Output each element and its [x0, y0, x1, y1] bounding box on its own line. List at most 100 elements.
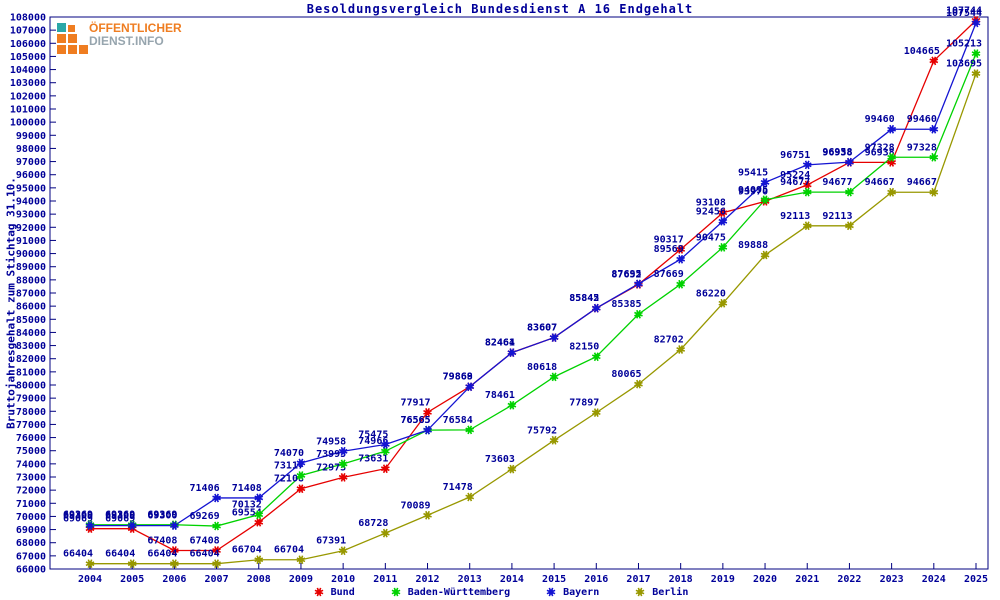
data-point-label: 69300	[147, 511, 177, 522]
logo-text: ÖFFENTLICHER DIENST.INFO	[89, 22, 182, 48]
y-tick-label: 88000	[16, 275, 46, 286]
x-tick-label: 2004	[78, 574, 102, 585]
data-point-label: 78461	[485, 390, 515, 401]
data-point	[760, 250, 770, 260]
data-point-label: 104665	[904, 46, 940, 57]
data-point-label: 82150	[569, 342, 599, 353]
legend-item-berlin: Berlin	[633, 586, 688, 598]
y-tick-label: 84000	[16, 328, 46, 339]
data-point-label: 107744	[946, 5, 982, 16]
data-point-label: 69369	[147, 510, 177, 521]
legend-item-bund: Bund	[312, 586, 355, 598]
y-tick-label: 80000	[16, 381, 46, 392]
data-point-label: 66404	[190, 549, 220, 560]
y-tick-label: 105000	[10, 52, 46, 63]
data-point-label: 74958	[316, 436, 346, 447]
y-tick-label: 104000	[10, 65, 46, 76]
y-tick-label: 106000	[10, 39, 46, 50]
y-tick-label: 90000	[16, 249, 46, 260]
data-point-label: 83607	[527, 323, 557, 334]
y-tick-label: 102000	[10, 91, 46, 102]
data-point-label: 69554	[232, 507, 262, 518]
y-tick-label: 71000	[16, 499, 46, 510]
data-point-label: 76584	[443, 415, 473, 426]
y-tick-label: 98000	[16, 144, 46, 155]
data-point-label: 73603	[485, 454, 515, 465]
y-tick-label: 70000	[16, 512, 46, 523]
data-point	[423, 510, 432, 520]
data-point	[802, 221, 812, 231]
data-point	[634, 279, 643, 289]
data-point-label: 69369	[63, 510, 93, 521]
data-point	[380, 440, 390, 449]
data-point	[929, 152, 939, 162]
legend-label: Bund	[330, 586, 355, 598]
data-point	[212, 493, 221, 503]
data-point	[296, 484, 306, 494]
y-tick-label: 66000	[16, 565, 46, 576]
data-point	[296, 458, 306, 468]
data-point	[676, 245, 686, 254]
data-point-label: 97328	[907, 142, 937, 153]
data-point	[254, 517, 264, 527]
data-point-label: 87669	[654, 269, 684, 280]
y-tick-label: 72000	[16, 486, 46, 497]
data-point	[549, 372, 559, 382]
y-tick-label: 92000	[16, 223, 46, 234]
x-tick-label: 2025	[964, 574, 988, 585]
data-point-label: 74070	[274, 448, 304, 459]
y-tick-label: 78000	[16, 407, 46, 418]
data-point-label: 85385	[611, 299, 641, 310]
legend-marker-icon	[391, 587, 401, 597]
y-tick-label: 99000	[16, 131, 46, 142]
data-point-label: 96751	[780, 150, 810, 161]
y-tick-label: 69000	[16, 525, 46, 536]
x-tick-label: 2014	[500, 574, 524, 585]
data-point-label: 96938	[865, 147, 895, 158]
data-point	[845, 157, 854, 167]
y-tick-label: 95000	[16, 183, 46, 194]
data-point-label: 89569	[654, 244, 684, 255]
series-line-bayern	[90, 22, 977, 527]
y-tick-label: 76000	[16, 433, 46, 444]
data-point-label: 82464	[485, 338, 515, 349]
data-point-label: 79869	[443, 372, 473, 383]
data-point-label: 73631	[358, 454, 388, 465]
data-point-marker	[391, 587, 401, 597]
data-point-label: 90475	[696, 232, 726, 243]
legend-item-bayern: Bayern	[544, 586, 599, 598]
data-point-label: 69069	[63, 514, 93, 525]
data-point	[170, 546, 179, 555]
data-point-label: 76565	[400, 415, 430, 426]
data-point	[591, 352, 601, 362]
data-point-label: 92113	[780, 211, 810, 222]
data-point-label: 87695	[611, 269, 641, 280]
x-tick-label: 2020	[753, 574, 777, 585]
data-point-label: 99460	[907, 114, 937, 125]
data-point-label: 71478	[443, 482, 473, 493]
x-tick-label: 2008	[247, 574, 271, 585]
data-point-label: 94677	[822, 177, 852, 188]
y-tick-label: 107000	[10, 26, 46, 37]
data-point	[760, 195, 770, 205]
data-point	[507, 400, 517, 410]
data-point-label: 105213	[946, 39, 982, 50]
y-tick-label: 93000	[16, 210, 46, 221]
data-point-label: 103695	[946, 59, 982, 70]
y-tick-label: 83000	[16, 341, 46, 352]
data-point-label: 73117	[274, 460, 304, 471]
data-point-label: 70132	[232, 500, 262, 511]
data-point	[549, 435, 559, 445]
data-point-label: 85845	[569, 293, 599, 304]
y-tick-label: 85000	[16, 315, 46, 326]
data-point	[423, 408, 432, 417]
legend-marker-icon	[314, 587, 324, 597]
data-point	[254, 555, 264, 565]
data-point-label: 70089	[400, 500, 430, 511]
y-tick-label: 87000	[16, 289, 46, 300]
oeffentlicher-dienst-logo: ÖFFENTLICHER DIENST.INFO	[57, 22, 182, 54]
legend-item-baden-württemberg: Baden-Württemberg	[389, 586, 510, 598]
data-point-label: 80618	[527, 362, 557, 373]
data-point	[929, 56, 939, 66]
chart-title: Besoldungsvergleich Bundesdienst A 16 En…	[306, 2, 694, 16]
